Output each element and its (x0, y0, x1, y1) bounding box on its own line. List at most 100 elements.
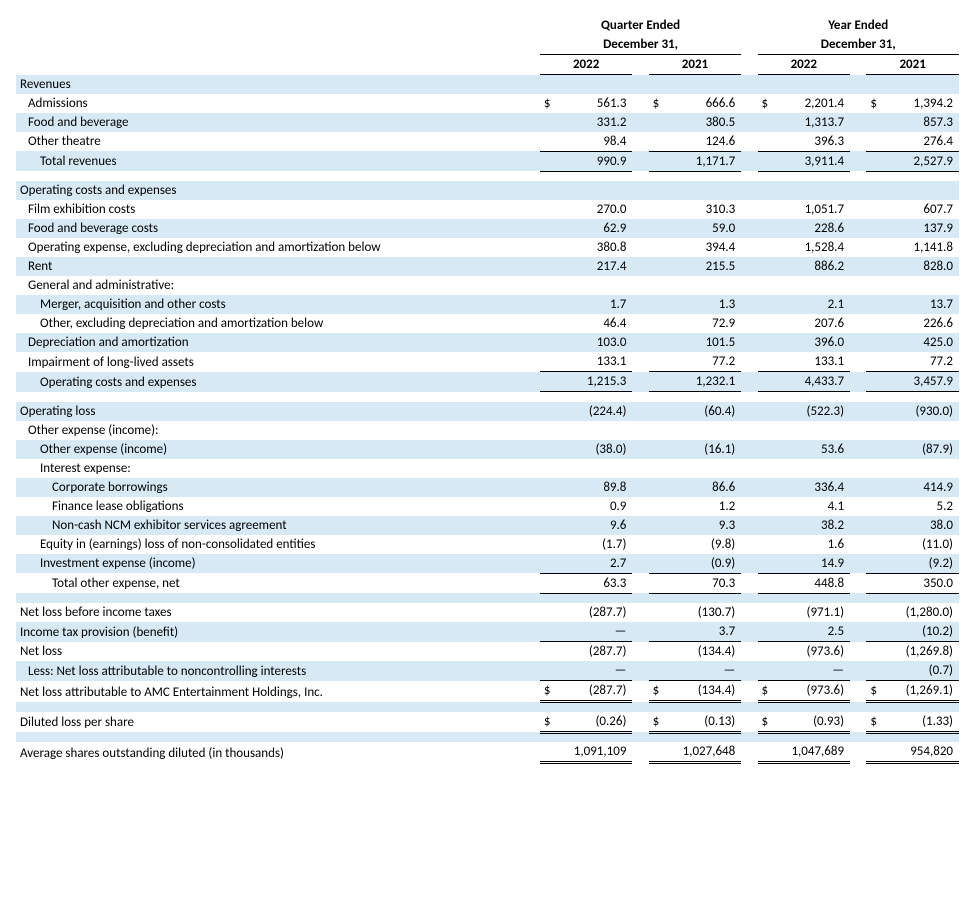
cell: 2,527.9 (884, 151, 959, 171)
cell: 38.2 (775, 516, 850, 535)
cell: (11.0) (884, 535, 959, 554)
cell: 1.2 (666, 497, 741, 516)
col-y-2021: 2021 (866, 55, 959, 75)
cell: 1,394.2 (884, 94, 959, 113)
row-other-theatre: Other theatre 98.4 124.6 396.3 276.4 (16, 132, 959, 152)
income-statement-table: Quarter Ended Year Ended December 31, De… (16, 16, 959, 764)
row-label: Non-cash NCM exhibitor services agreemen… (16, 516, 540, 535)
section-label: Revenues (16, 75, 540, 94)
cell: 886.2 (775, 257, 850, 276)
cell: 70.3 (666, 573, 741, 593)
cell: 207.6 (775, 314, 850, 333)
row-corporate-borrowings: Corporate borrowings 89.8 86.6 336.4 414… (16, 478, 959, 497)
cell: (0.9) (666, 554, 741, 574)
row-film-exhibition: Film exhibition costs 270.0 310.3 1,051.… (16, 200, 959, 219)
cell: 666.6 (666, 94, 741, 113)
currency: $ (540, 712, 557, 733)
cell: 270.0 (557, 200, 632, 219)
cell: (1,269.1) (884, 681, 959, 702)
col-q-2021: 2021 (649, 55, 742, 75)
row-label: Investment expense (income) (16, 554, 540, 574)
cell: 2,201.4 (775, 94, 850, 113)
currency: $ (649, 681, 666, 702)
row-label: Interest expense: (16, 459, 540, 478)
cell: (0.93) (775, 712, 850, 733)
row-net-loss-amc: Net loss attributable to AMC Entertainme… (16, 681, 959, 702)
row-label: Equity in (earnings) loss of non-consoli… (16, 535, 540, 554)
cell: 396.3 (775, 132, 850, 152)
cell: 5.2 (884, 497, 959, 516)
currency: $ (649, 712, 666, 733)
row-food-beverage: Food and beverage 331.2 380.5 1,313.7 85… (16, 113, 959, 132)
cell: 1.7 (557, 295, 632, 314)
cell: 215.5 (666, 257, 741, 276)
cell: 62.9 (557, 219, 632, 238)
cell: (0.26) (557, 712, 632, 733)
cell: — (775, 661, 850, 681)
row-fb-costs: Food and beverage costs 62.9 59.0 228.6 … (16, 219, 959, 238)
row-label: Corporate borrowings (16, 478, 540, 497)
cell: — (557, 661, 632, 681)
row-label: Impairment of long-lived assets (16, 352, 540, 372)
col-q-2022: 2022 (540, 55, 633, 75)
header-row-years: 2022 2021 2022 2021 (16, 55, 959, 75)
cell: 98.4 (557, 132, 632, 152)
cell: 38.0 (884, 516, 959, 535)
cell: (930.0) (884, 402, 959, 421)
cell: 3.7 (666, 622, 741, 642)
cell: — (666, 661, 741, 681)
cell: 1.3 (666, 295, 741, 314)
cell: 331.2 (557, 113, 632, 132)
cell: (1.7) (557, 535, 632, 554)
cell: 77.2 (884, 352, 959, 372)
cell: 310.3 (666, 200, 741, 219)
cell: 954,820 (884, 742, 959, 763)
row-label: Other theatre (16, 132, 540, 152)
col-y-2022: 2022 (758, 55, 851, 75)
cell: (60.4) (666, 402, 741, 421)
cell: 380.8 (557, 238, 632, 257)
row-total-opcosts: Operating costs and expenses 1,215.3 1,2… (16, 372, 959, 392)
cell: — (557, 622, 632, 642)
cell: (224.4) (557, 402, 632, 421)
cell: 63.3 (557, 573, 632, 593)
row-ncm: Non-cash NCM exhibitor services agreemen… (16, 516, 959, 535)
row-label: Income tax provision (benefit) (16, 622, 540, 642)
cell: 13.7 (884, 295, 959, 314)
row-net-loss-before-tax: Net loss before income taxes (287.7) (13… (16, 603, 959, 622)
cell: (973.6) (775, 642, 850, 662)
row-nci: Less: Net loss attributable to noncontro… (16, 661, 959, 681)
row-label: Other, excluding depreciation and amorti… (16, 314, 540, 333)
currency: $ (866, 94, 883, 113)
row-total-revenues: Total revenues 990.9 1,171.7 3,911.4 2,5… (16, 151, 959, 171)
row-label: Finance lease obligations (16, 497, 540, 516)
cell: 46.4 (557, 314, 632, 333)
cell: 561.3 (557, 94, 632, 113)
row-label: Other expense (income): (16, 421, 540, 440)
row-label: Merger, acquisition and other costs (16, 295, 540, 314)
row-label: Total other expense, net (16, 573, 540, 593)
cell: (9.2) (884, 554, 959, 574)
row-label: Depreciation and amortization (16, 333, 540, 352)
row-label: Total revenues (16, 151, 540, 171)
cell: 1,141.8 (884, 238, 959, 257)
currency: $ (866, 712, 883, 733)
cell: 86.6 (666, 478, 741, 497)
cell: 1,313.7 (775, 113, 850, 132)
cell: 1.6 (775, 535, 850, 554)
row-label: Diluted loss per share (16, 712, 540, 733)
row-operating-expense: Operating expense, excluding depreciatio… (16, 238, 959, 257)
cell: 425.0 (884, 333, 959, 352)
cell: 2.5 (775, 622, 850, 642)
cell: (87.9) (884, 440, 959, 459)
row-label: Rent (16, 257, 540, 276)
cell: (134.4) (666, 642, 741, 662)
row-equity: Equity in (earnings) loss of non-consoli… (16, 535, 959, 554)
cell: 14.9 (775, 554, 850, 574)
cell: 4.1 (775, 497, 850, 516)
currency: $ (540, 681, 557, 702)
row-income-tax: Income tax provision (benefit) — 3.7 2.5… (16, 622, 959, 642)
currency: $ (649, 94, 666, 113)
cell: 394.4 (666, 238, 741, 257)
cell: (287.7) (557, 603, 632, 622)
